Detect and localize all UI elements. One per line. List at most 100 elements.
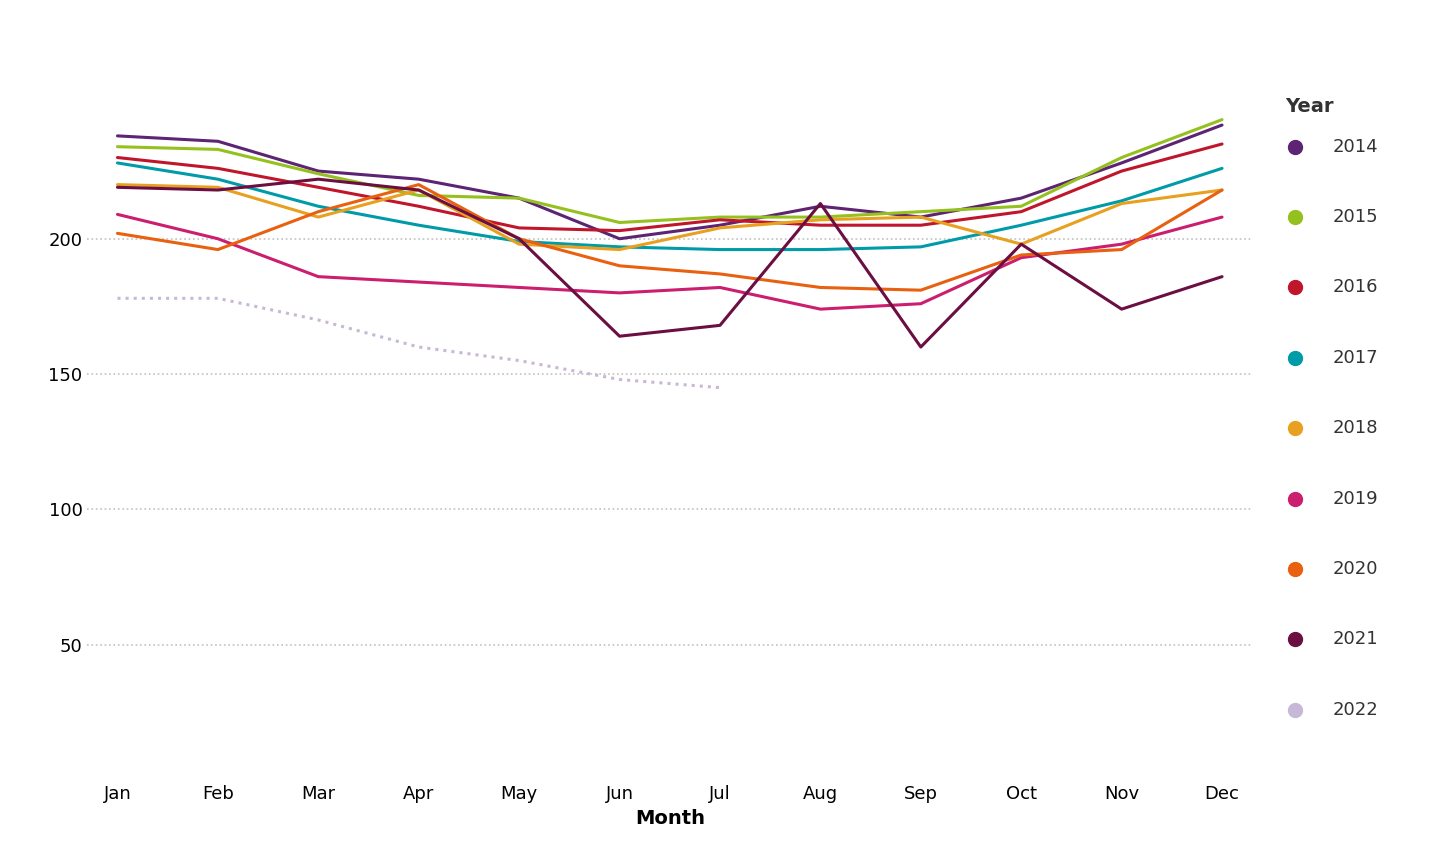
2018 [612, 244, 629, 254]
2022 [411, 342, 428, 352]
2022 [310, 315, 328, 325]
Text: 2018: 2018 [1334, 419, 1379, 438]
2019 [411, 277, 428, 287]
2014 [511, 193, 529, 204]
2022 [711, 382, 728, 393]
2022 [109, 293, 127, 304]
2016 [109, 153, 127, 163]
2015 [811, 212, 828, 222]
2021 [109, 182, 127, 192]
2015 [109, 142, 127, 152]
2019 [711, 282, 728, 293]
2016 [310, 182, 328, 192]
2019 [109, 209, 127, 220]
2017 [109, 158, 127, 168]
2015 [1012, 201, 1029, 211]
2015 [310, 169, 328, 179]
Text: 2019: 2019 [1334, 489, 1379, 508]
2016 [1112, 166, 1130, 176]
2021 [411, 185, 428, 195]
2021 [612, 331, 629, 341]
Text: 2021: 2021 [1334, 630, 1379, 649]
2014 [612, 234, 629, 244]
2014 [1213, 120, 1230, 130]
Text: 2022: 2022 [1334, 700, 1379, 719]
Text: 2017: 2017 [1334, 349, 1379, 367]
2014 [109, 131, 127, 141]
2014 [711, 220, 728, 231]
2017 [411, 220, 428, 231]
2016 [210, 164, 227, 174]
2021 [811, 198, 828, 209]
Text: 2016: 2016 [1334, 278, 1379, 297]
2019 [1012, 253, 1029, 263]
2014 [310, 166, 328, 176]
Line: 2015: 2015 [118, 120, 1222, 222]
2017 [811, 244, 828, 254]
2016 [1012, 207, 1029, 217]
2019 [612, 287, 629, 298]
2022 [511, 355, 529, 365]
Line: 2014: 2014 [118, 125, 1222, 239]
2016 [411, 201, 428, 211]
Text: Year: Year [1286, 98, 1334, 116]
2021 [911, 342, 929, 352]
2015 [1213, 114, 1230, 125]
2014 [811, 201, 828, 211]
2018 [210, 182, 227, 192]
Text: 2015: 2015 [1334, 208, 1379, 226]
2018 [711, 223, 728, 233]
2020 [1112, 244, 1130, 254]
2016 [511, 223, 529, 233]
2016 [612, 226, 629, 236]
2015 [612, 217, 629, 227]
2019 [210, 234, 227, 244]
2014 [911, 212, 929, 222]
Line: 2021: 2021 [118, 179, 1222, 347]
2018 [310, 212, 328, 222]
2016 [711, 215, 728, 225]
2018 [1012, 239, 1029, 249]
2018 [1213, 185, 1230, 195]
2019 [911, 298, 929, 309]
2020 [1213, 185, 1230, 195]
2022 [210, 293, 227, 304]
2017 [210, 174, 227, 184]
2015 [911, 207, 929, 217]
2018 [411, 185, 428, 195]
2016 [811, 220, 828, 231]
2019 [310, 271, 328, 282]
2017 [310, 201, 328, 211]
2017 [1213, 164, 1230, 174]
2018 [511, 239, 529, 249]
Line: 2020: 2020 [118, 185, 1222, 290]
2020 [1012, 250, 1029, 260]
Line: 2022: 2022 [118, 298, 719, 388]
2019 [1112, 239, 1130, 249]
2017 [612, 242, 629, 252]
2014 [210, 137, 227, 147]
2016 [911, 220, 929, 231]
Text: 2014: 2014 [1334, 137, 1379, 156]
2020 [911, 285, 929, 295]
2017 [511, 237, 529, 247]
2015 [1112, 153, 1130, 163]
2014 [1012, 193, 1029, 204]
2021 [1213, 271, 1230, 282]
2018 [109, 180, 127, 190]
2020 [612, 260, 629, 271]
2020 [310, 207, 328, 217]
2021 [210, 185, 227, 195]
2021 [511, 234, 529, 244]
2019 [1213, 212, 1230, 222]
2017 [1112, 196, 1130, 206]
2019 [511, 282, 529, 293]
2020 [210, 244, 227, 254]
2016 [1213, 139, 1230, 149]
Line: 2016: 2016 [118, 144, 1222, 231]
2020 [711, 269, 728, 279]
2015 [210, 144, 227, 154]
2019 [811, 304, 828, 315]
2017 [711, 244, 728, 254]
Text: Average minutes per person per day: Average minutes per person per day [472, 19, 984, 45]
